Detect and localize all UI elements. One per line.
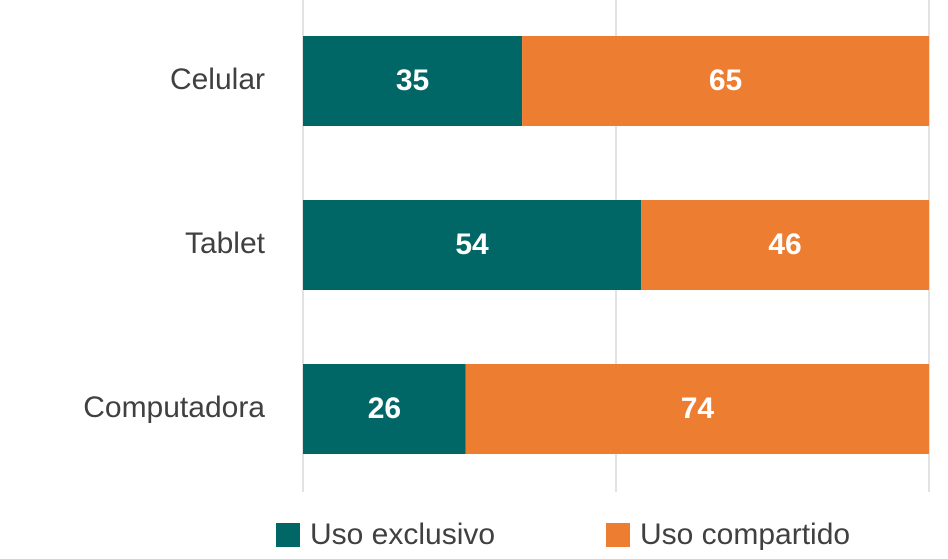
- legend-swatch: [606, 523, 630, 547]
- legend-label: Uso exclusivo: [310, 518, 495, 551]
- data-label: 74: [681, 392, 715, 425]
- data-label: 46: [768, 228, 801, 261]
- bar-segment: [303, 36, 523, 126]
- bar-segment: [522, 36, 929, 126]
- legend-swatch: [276, 523, 300, 547]
- bar-segment: [641, 200, 929, 290]
- data-label: 35: [396, 64, 429, 97]
- data-label: 54: [455, 228, 489, 261]
- legend-label: Uso compartido: [640, 518, 850, 551]
- y-tick-label: Celular: [170, 63, 265, 96]
- data-label: 65: [709, 64, 742, 97]
- y-tick-label: Tablet: [185, 227, 266, 260]
- bar-segment: [465, 364, 929, 454]
- y-tick-label: Computadora: [83, 391, 265, 424]
- data-label: 26: [368, 392, 401, 425]
- bar-segment: [303, 200, 642, 290]
- bar-segment: [303, 364, 466, 454]
